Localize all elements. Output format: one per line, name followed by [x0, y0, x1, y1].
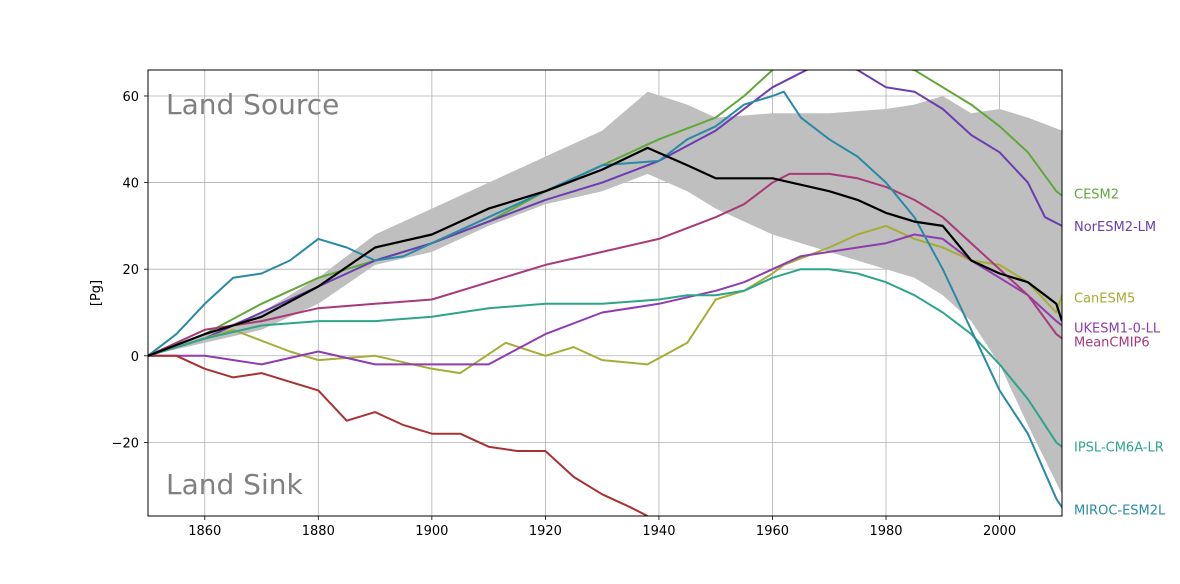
x-tick-label: 1900 [415, 524, 448, 539]
series-label: CESM2 [1074, 187, 1119, 202]
series-lines [148, 70, 1062, 516]
series-line-noresm2-lm [148, 70, 1062, 357]
series-label: MeanCMIP6 [1074, 335, 1150, 350]
y-tick-label: 0 [131, 350, 139, 365]
series-labels: CESM2 NorESM2-LM CanESM5 UKESM1-0-LLMeanCMI… [1074, 187, 1166, 518]
axis-ticks: 1860 1880 1900 1920 1940 1960 1980 2000 −20 0 20 40… [112, 90, 1017, 539]
series-label: NorESM2-LM [1074, 220, 1156, 235]
series-label: UKESM1-0-LL [1074, 322, 1161, 337]
land-sink-annotation: Land Sink [166, 468, 303, 501]
land-source-annotation: Land Source [166, 88, 339, 121]
series-line-meancmip6 [148, 172, 1062, 357]
series-line-miroc-esm2l [148, 90, 1062, 508]
x-tick-label: 1940 [642, 524, 675, 539]
series-line-unlabeled [148, 354, 649, 516]
series-label: MIROC-ESM2L [1074, 504, 1166, 519]
x-tick-label: 1880 [302, 524, 335, 539]
x-tick-label: 1980 [869, 524, 902, 539]
series-line-ipsl-cm6a-lr [148, 268, 1062, 448]
series-line-cesm2 [148, 70, 1062, 357]
series-label: IPSL-CM6A-LR [1074, 441, 1164, 456]
y-tick-label: 20 [122, 263, 139, 278]
y-tick-label: −20 [112, 436, 139, 451]
y-axis-label: [Pg] [89, 280, 104, 306]
x-tick-label: 1960 [756, 524, 789, 539]
x-tick-label: 2000 [983, 524, 1016, 539]
y-tick-label: 40 [122, 177, 139, 192]
x-tick-label: 1920 [529, 524, 562, 539]
series-label: CanESM5 [1074, 291, 1135, 306]
y-tick-label: 60 [122, 90, 139, 105]
plot-frame [147, 69, 1063, 517]
x-tick-label: 1860 [188, 524, 221, 539]
series-line-ensemble-mean [148, 146, 1062, 357]
